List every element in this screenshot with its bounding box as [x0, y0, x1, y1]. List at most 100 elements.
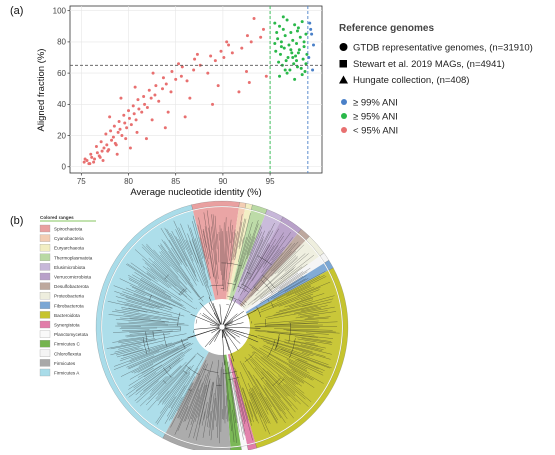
- data-point: [288, 68, 291, 71]
- data-point: [209, 54, 212, 57]
- reference-legend-entry: Stewart et al. 2019 MAGs, (n=4941): [353, 59, 505, 70]
- data-point: [297, 51, 300, 54]
- data-point: [286, 72, 289, 75]
- tree-trunk: [224, 328, 245, 334]
- data-point: [193, 58, 196, 61]
- data-point: [248, 81, 251, 84]
- data-point: [287, 56, 290, 59]
- data-point: [84, 157, 87, 160]
- series-legend-entry: ≥ 99% ANI: [353, 98, 398, 109]
- range-swatch: [40, 244, 50, 251]
- data-point: [140, 111, 143, 114]
- data-point: [253, 17, 256, 20]
- data-point: [113, 125, 116, 128]
- data-point: [304, 62, 307, 65]
- data-point: [294, 54, 297, 57]
- data-point: [90, 156, 93, 159]
- data-point: [93, 157, 96, 160]
- data-point: [196, 53, 199, 56]
- data-point: [286, 19, 289, 22]
- data-point: [259, 36, 262, 39]
- range-label: Thermoplasmatota: [54, 255, 93, 260]
- x-axis-label: Average nucleotide identity (%): [130, 187, 261, 198]
- tree-root: [219, 324, 225, 330]
- data-point: [240, 47, 243, 50]
- range-label: Bacteroidota: [54, 313, 80, 318]
- data-point: [220, 50, 223, 53]
- data-point: [299, 36, 302, 39]
- y-tick-label: 80: [57, 38, 66, 47]
- range-swatch: [40, 359, 50, 366]
- data-point: [273, 22, 276, 25]
- data-point: [153, 93, 156, 96]
- data-point: [301, 20, 304, 23]
- series-legend-marker: [341, 113, 347, 119]
- data-point: [227, 44, 230, 47]
- range-label: Spirochaetota: [54, 227, 83, 232]
- data-point: [289, 48, 292, 51]
- range-label: Planctomycetota: [54, 332, 88, 337]
- scatter-legend: Reference genomes GTDB representative ge…: [339, 23, 533, 137]
- tree-branch-arc: [226, 304, 229, 305]
- ring-segment: [239, 202, 246, 208]
- data-point: [298, 48, 301, 51]
- range-label: Elusimicrobiota: [54, 265, 86, 270]
- data-point: [214, 59, 217, 62]
- data-point: [132, 104, 135, 107]
- range-swatch: [40, 225, 50, 232]
- ring-segment: [241, 445, 248, 450]
- data-point: [279, 53, 282, 56]
- data-point: [289, 31, 292, 34]
- range-swatch: [40, 283, 50, 290]
- data-point: [104, 132, 107, 135]
- colored-ranges-title: Colored ranges: [40, 215, 74, 220]
- data-point: [136, 131, 139, 134]
- data-point: [119, 97, 122, 100]
- data-point: [110, 139, 113, 142]
- data-point: [312, 44, 315, 47]
- data-point: [109, 129, 112, 132]
- y-tick-label: 40: [57, 100, 66, 109]
- range-swatch: [40, 340, 50, 347]
- data-point: [148, 89, 151, 92]
- range-label: Chloroflexota: [54, 351, 82, 356]
- range-swatch: [40, 292, 50, 299]
- data-point: [303, 40, 306, 43]
- data-point: [169, 90, 172, 93]
- triangle-marker-icon: [339, 76, 348, 84]
- data-point: [127, 109, 130, 112]
- tree-trunk: [205, 329, 221, 347]
- range-label: Desulfobacterota: [54, 284, 89, 289]
- range-swatch: [40, 369, 50, 376]
- data-point: [83, 161, 86, 164]
- data-point: [285, 59, 288, 62]
- circle-marker-icon: [340, 43, 348, 51]
- data-point: [246, 34, 249, 37]
- range-swatch: [40, 350, 50, 357]
- data-point: [274, 50, 277, 53]
- data-point: [130, 123, 133, 126]
- data-point: [161, 87, 164, 90]
- data-point: [133, 112, 136, 115]
- data-point: [128, 117, 131, 120]
- data-point: [308, 22, 311, 25]
- data-point: [95, 145, 98, 148]
- data-point: [192, 68, 195, 71]
- data-point: [295, 59, 298, 62]
- data-point: [287, 44, 290, 47]
- data-point: [112, 136, 115, 139]
- data-point: [116, 153, 119, 156]
- range-label: Synergistota: [54, 323, 80, 328]
- y-tick-label: 20: [57, 131, 66, 140]
- data-point: [186, 79, 189, 82]
- data-point: [275, 31, 278, 34]
- data-point: [96, 151, 99, 154]
- data-point: [118, 120, 121, 123]
- tree-branch-arc: [200, 313, 201, 314]
- range-swatch: [40, 235, 50, 242]
- data-point: [225, 40, 228, 43]
- data-point: [206, 72, 209, 75]
